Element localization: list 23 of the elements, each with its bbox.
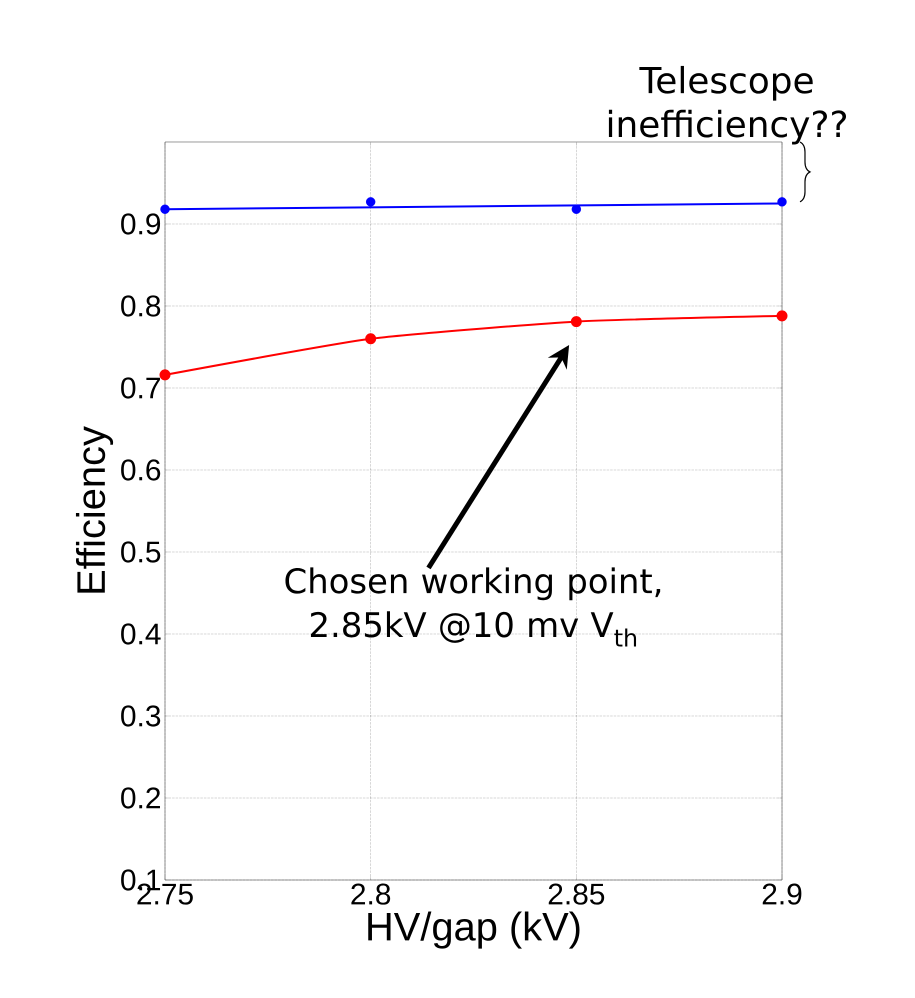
y-axis-title: Efficiency bbox=[76, 426, 114, 593]
point bbox=[776, 310, 788, 322]
y-tick-label: 0.2 bbox=[121, 787, 160, 809]
x-tick-label: 2.85 bbox=[548, 884, 604, 905]
y-tick-label: 0.6 bbox=[121, 459, 160, 481]
x-tick-label: 2.9 bbox=[762, 884, 802, 905]
y-tick-label: 0.7 bbox=[121, 377, 160, 399]
y-tick-label: 0.5 bbox=[121, 541, 160, 563]
y-tick-label: 0.3 bbox=[121, 705, 160, 727]
point bbox=[572, 204, 582, 214]
y-tick-label: 0.4 bbox=[121, 623, 161, 645]
point bbox=[366, 197, 376, 207]
point bbox=[365, 333, 376, 344]
annotation: Chosen working point, 2.85kV @10 mv V$_{th}$ bbox=[285, 567, 660, 646]
point bbox=[160, 369, 170, 380]
y-tick-label: 0.9 bbox=[121, 213, 160, 235]
y-tick-label: 0.8 bbox=[121, 295, 160, 317]
point bbox=[570, 316, 582, 328]
point bbox=[777, 197, 787, 207]
x-axis-title: HV/gap (kV) bbox=[368, 912, 580, 949]
annotation: Telescope inefficiency?? bbox=[608, 66, 846, 144]
x-tick-label: 2.8 bbox=[351, 884, 390, 905]
point bbox=[160, 204, 170, 214]
